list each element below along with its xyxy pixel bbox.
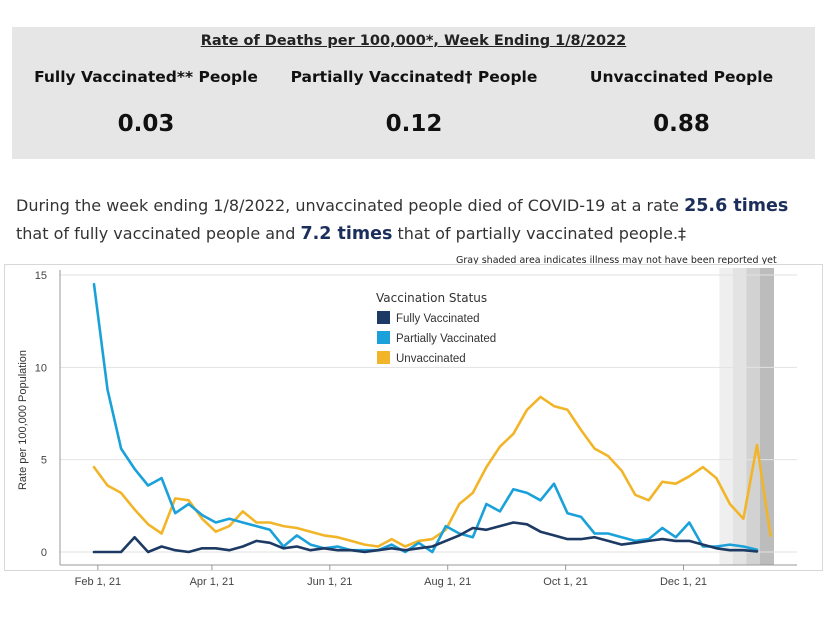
series-line-unvaccinated <box>92 395 772 548</box>
legend-swatch <box>377 311 390 324</box>
axes <box>59 270 797 566</box>
unvaccinated-label: Unvaccinated People <box>589 68 774 86</box>
sentence-part-1: During the week ending 1/8/2022, unvacci… <box>16 196 685 215</box>
x-tick-label: Apr 1, 21 <box>190 576 235 588</box>
partially-vaccinated-label: Partially Vaccinated† People <box>290 68 538 86</box>
deaths-rate-line-chart: 0 5 10 15 Feb 1, 21 Apr 1, 21 Jun 1, 21 Aug 1,… <box>4 264 823 588</box>
summary-title: Rate of Deaths per 100,000*, Week Ending… <box>200 33 627 49</box>
y-tick-label: 15 <box>35 270 47 282</box>
y-axis-ticks: 0 5 10 15 <box>35 270 47 559</box>
partially-vaccinated-rate: 0.12 <box>385 111 443 137</box>
gray-shading-note: Gray shaded area indicates illness may n… <box>456 255 777 266</box>
y-tick-label: 5 <box>41 455 47 467</box>
rate-ratio-partially: 7.2 times <box>300 224 393 244</box>
x-axis-ticks: Feb 1, 21 Apr 1, 21 Jun 1, 21 Aug 1, 21 Oct … <box>75 565 707 588</box>
shaded-week-band <box>719 268 734 565</box>
x-tick-label: Aug 1, 21 <box>424 576 471 588</box>
comparison-sentence: During the week ending 1/8/2022, unvacci… <box>16 192 816 248</box>
x-tick-label: Oct 1, 21 <box>543 576 588 588</box>
series-line-fully-vaccinated <box>92 521 759 554</box>
unvaccinated-rate: 0.88 <box>653 111 710 137</box>
x-tick-label: Jun 1, 21 <box>307 576 352 588</box>
sentence-part-3: that of partially vaccinated people.‡ <box>392 224 687 243</box>
summary-panel: Rate of Deaths per 100,000*, Week Ending… <box>12 27 815 159</box>
series-lines <box>92 282 772 554</box>
x-tick-label: Dec 1, 21 <box>660 576 707 588</box>
y-axis-label: Rate per 100,000 Population <box>17 350 29 490</box>
fully-vaccinated-rate: 0.03 <box>117 111 175 137</box>
legend-label: Partially Vaccinated <box>396 333 496 345</box>
gray-shaded-area <box>719 268 774 565</box>
x-tick-label: Feb 1, 21 <box>75 576 121 588</box>
y-tick-label: 0 <box>41 547 47 559</box>
legend-label: Unvaccinated <box>396 353 466 365</box>
y-tick-label: 10 <box>35 362 47 374</box>
shaded-week-band <box>732 268 747 565</box>
legend-title: Vaccination Status <box>376 291 487 305</box>
legend-swatch <box>377 331 390 344</box>
chart-frame <box>4 264 823 571</box>
legend-swatch <box>377 351 390 364</box>
fully-vaccinated-label: Fully Vaccinated** People <box>34 68 258 86</box>
legend: Vaccination Status Fully Vaccinated Parti… <box>376 291 496 365</box>
shaded-week-band <box>746 268 761 565</box>
legend-label: Fully Vaccinated <box>396 313 480 325</box>
rate-ratio-fully: 25.6 times <box>684 196 789 216</box>
sentence-part-2: that of fully vaccinated people and <box>16 224 301 243</box>
